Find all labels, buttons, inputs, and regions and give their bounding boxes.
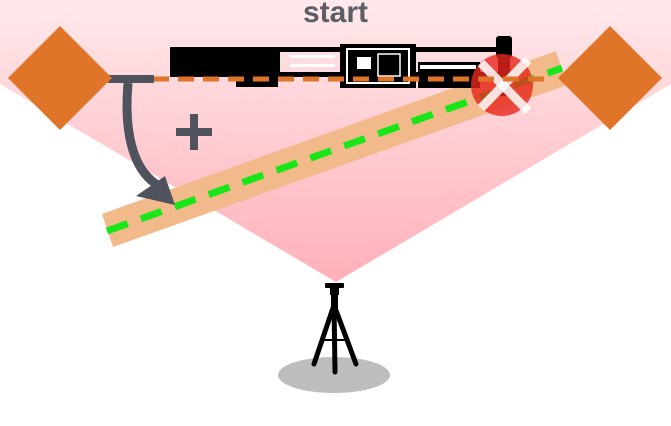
machine-silhouette — [170, 36, 512, 96]
diagram-title: start — [302, 0, 369, 29]
curved-arrow-icon — [122, 82, 159, 188]
plus-icon — [176, 114, 212, 150]
reference-stand — [108, 75, 154, 83]
red-cross-icon — [471, 54, 533, 116]
right-diamond-marker — [558, 26, 662, 130]
tripod-shadow — [278, 357, 390, 393]
tripod-laser-icon — [311, 283, 359, 375]
left-diamond-marker — [8, 26, 112, 130]
curved-arrow-head — [136, 176, 175, 205]
machine-details — [290, 48, 476, 84]
laser-beam-band — [102, 51, 567, 247]
